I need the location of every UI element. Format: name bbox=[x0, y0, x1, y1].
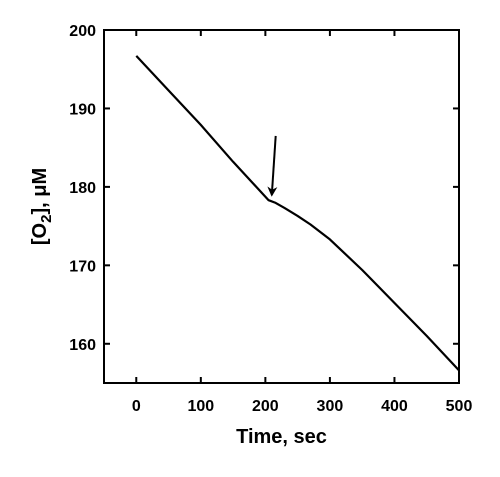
y-tick-label: 160 bbox=[69, 337, 96, 354]
y-tick-label: 180 bbox=[69, 180, 96, 197]
x-tick-label: 500 bbox=[446, 398, 473, 415]
x-tick-label: 100 bbox=[187, 398, 214, 415]
y-tick-label: 200 bbox=[69, 23, 96, 40]
x-axis-title: Time, sec bbox=[236, 426, 327, 448]
x-tick-label: 200 bbox=[252, 398, 279, 415]
y-axis-title-suffix: ], μM bbox=[29, 168, 51, 215]
plot-area-frame bbox=[103, 29, 460, 384]
x-tick-label: 400 bbox=[381, 398, 408, 415]
y-tick-label: 190 bbox=[69, 101, 96, 118]
series-line bbox=[135, 55, 460, 372]
y-axis-title: [O2], μM bbox=[29, 168, 55, 245]
y-axis-title-subscript: 2 bbox=[38, 215, 55, 223]
y-axis-title-prefix: [O bbox=[29, 223, 51, 245]
x-tick-label: 300 bbox=[317, 398, 344, 415]
arrow-annotation bbox=[267, 135, 278, 197]
y-tick-label: 170 bbox=[69, 258, 96, 275]
x-tick-label: 0 bbox=[132, 398, 141, 415]
